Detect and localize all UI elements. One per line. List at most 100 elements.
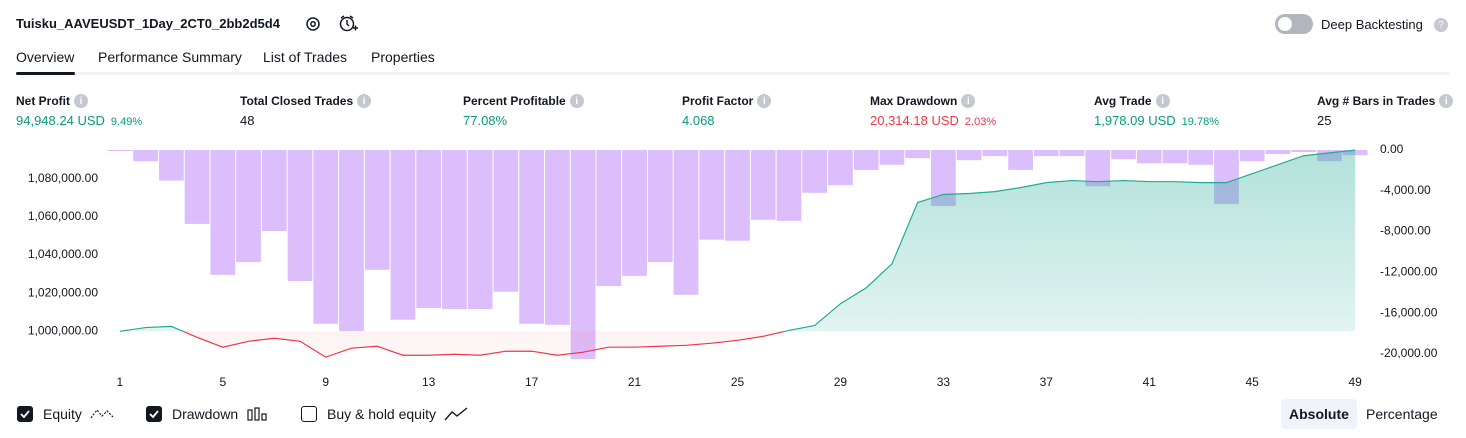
drawdown-bar: [1059, 150, 1085, 157]
y-tick-label: 1,040,000.00: [28, 247, 98, 261]
metric-value-text: 25: [1317, 113, 1332, 128]
equity-area-positive: [119, 150, 1356, 332]
legend-item[interactable]: Equity: [17, 406, 114, 422]
drawdown-bar: [750, 150, 776, 220]
equity-area-negative: [119, 331, 1356, 358]
settings-icon[interactable]: [304, 15, 322, 33]
metric-percent: 9.49%: [110, 116, 143, 128]
drawdown-bar: [853, 150, 879, 170]
x-tick-label: 37: [1040, 375, 1054, 389]
drawdown-bar: [1162, 150, 1188, 164]
drawdown-bar: [1111, 150, 1136, 160]
drawdown-bar: [596, 150, 622, 287]
drawdown-bar: [673, 150, 699, 295]
drawdown-bar: [725, 150, 750, 241]
drawdown-bar: [570, 150, 596, 359]
metric-value-text: 48: [240, 113, 255, 128]
drawdown-bar: [1136, 150, 1162, 164]
info-icon[interactable]: i: [961, 94, 976, 108]
legend-icon: [246, 406, 268, 422]
drawdown-bar: [339, 150, 364, 331]
metric-label: Total Closed Trades i: [240, 94, 372, 108]
metric-label: Max Drawdown i: [870, 94, 976, 108]
metric-label: Profit Factor i: [682, 94, 772, 108]
drawdown-bar: [647, 150, 673, 263]
metric-value: 94,948.24 USD 9.49%: [16, 113, 142, 128]
drawdown-bar: [776, 150, 802, 221]
legend-label: Equity: [43, 406, 82, 422]
drawdown-bar: [133, 150, 158, 162]
drawdown-bar: [184, 150, 210, 224]
info-icon[interactable]: i: [757, 94, 772, 108]
drawdown-bar: [1188, 150, 1214, 165]
legend-item[interactable]: Drawdown: [146, 406, 268, 422]
drawdown-bar: [1008, 150, 1033, 170]
drawdown-bar: [493, 150, 519, 292]
x-tick-label: 13: [422, 375, 436, 389]
scale-mode-button[interactable]: Percentage: [1366, 406, 1438, 422]
info-icon[interactable]: i: [569, 94, 584, 108]
y-tick-label: 1,000,000.00: [28, 324, 98, 338]
metric-label-text: Percent Profitable: [463, 94, 566, 108]
help-icon[interactable]: ?: [1434, 18, 1448, 32]
drawdown-bar: [390, 150, 416, 320]
drawdown-bar: [519, 150, 544, 324]
drawdown-bar: [158, 150, 184, 181]
strategy-title: Tuisku_AAVEUSDT_1Day_2CT0_2bb2d5d4: [16, 16, 280, 31]
metric-label-text: Total Closed Trades: [240, 94, 354, 108]
checkbox[interactable]: [301, 406, 317, 422]
tab[interactable]: Overview: [16, 49, 75, 65]
metric-value: 1,978.09 USD 19.78%: [1094, 113, 1219, 128]
info-icon[interactable]: i: [74, 94, 88, 108]
y-tick-label: 1,060,000.00: [28, 209, 98, 223]
x-tick-label: 29: [834, 375, 848, 389]
info-icon[interactable]: i: [1155, 94, 1170, 108]
x-tick-label: 33: [937, 375, 951, 389]
legend-icon: [444, 406, 468, 422]
metric-value-text: 77.08%: [463, 113, 508, 128]
legend-item[interactable]: Buy & hold equity: [301, 406, 468, 422]
tab[interactable]: Performance Summary: [98, 49, 242, 65]
tab[interactable]: Properties: [371, 49, 435, 65]
y2-tick-label: -12,000.00: [1380, 265, 1438, 279]
checkbox[interactable]: [17, 406, 33, 422]
alert-icon[interactable]: [338, 14, 358, 34]
drawdown-bar: [1033, 150, 1059, 157]
metric-value: 25: [1317, 113, 1331, 128]
x-tick-label: 25: [731, 375, 745, 389]
drawdown-bar: [364, 150, 390, 270]
y2-tick-label: -16,000.00: [1380, 305, 1438, 319]
drawdown-bar: [467, 150, 493, 310]
metric-value-text: 20,314.18 USD: [870, 113, 959, 128]
deep-backtesting-toggle[interactable]: [1275, 14, 1313, 34]
x-tick-label: 45: [1246, 375, 1260, 389]
drawdown-bar: [699, 150, 725, 240]
checkbox[interactable]: [146, 406, 162, 422]
metric-value: 48: [240, 113, 254, 128]
y-tick-label: 1,080,000.00: [28, 171, 98, 185]
x-tick-label: 17: [525, 375, 539, 389]
metric-value: 4.068: [682, 113, 715, 128]
metric-value-text: 4.068: [682, 113, 715, 128]
y2-tick-label: -4,000.00: [1380, 183, 1431, 197]
equity-line-negative: [119, 331, 788, 358]
x-tick-label: 5: [219, 375, 226, 389]
tab[interactable]: List of Trades: [263, 49, 348, 65]
metric-label: Net Profit i: [16, 94, 88, 108]
deep-backtesting-label: Deep Backtesting: [1321, 17, 1423, 32]
metric-label: Avg # Bars in Trades i: [1317, 94, 1454, 108]
tab-divider: [16, 72, 1450, 75]
drawdown-bar: [210, 150, 236, 275]
info-icon[interactable]: i: [1439, 94, 1454, 108]
y2-tick-label: -20,000.00: [1380, 346, 1438, 360]
metric-label-text: Net Profit: [16, 94, 70, 108]
drawdown-bar: [1239, 150, 1265, 162]
drawdown-bar: [905, 150, 931, 159]
info-icon[interactable]: i: [357, 94, 372, 108]
scale-mode-button[interactable]: Absolute: [1281, 399, 1357, 429]
drawdown-bar: [1291, 150, 1317, 153]
drawdown-bar: [956, 150, 982, 161]
drawdown-bar: [287, 150, 313, 281]
